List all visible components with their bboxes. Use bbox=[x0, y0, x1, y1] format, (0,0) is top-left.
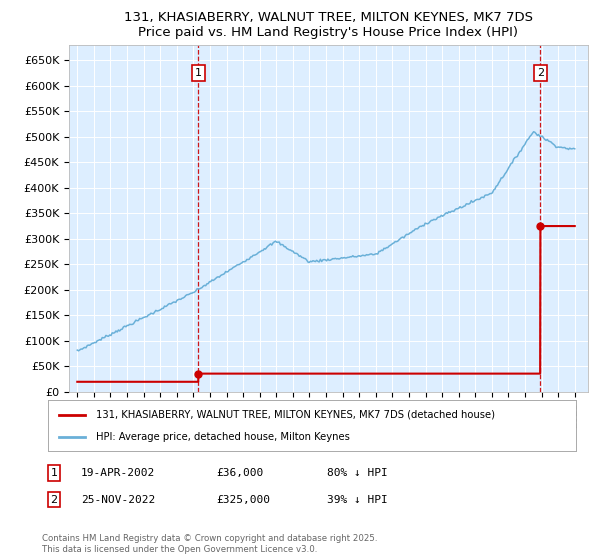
Text: 25-NOV-2022: 25-NOV-2022 bbox=[81, 494, 155, 505]
Text: HPI: Average price, detached house, Milton Keynes: HPI: Average price, detached house, Milt… bbox=[95, 432, 349, 442]
Text: Contains HM Land Registry data © Crown copyright and database right 2025.
This d: Contains HM Land Registry data © Crown c… bbox=[42, 534, 377, 554]
Text: 80% ↓ HPI: 80% ↓ HPI bbox=[327, 468, 388, 478]
Text: 39% ↓ HPI: 39% ↓ HPI bbox=[327, 494, 388, 505]
Text: £36,000: £36,000 bbox=[216, 468, 263, 478]
Text: 131, KHASIABERRY, WALNUT TREE, MILTON KEYNES, MK7 7DS (detached house): 131, KHASIABERRY, WALNUT TREE, MILTON KE… bbox=[95, 409, 494, 419]
Text: 1: 1 bbox=[195, 68, 202, 78]
Text: 19-APR-2002: 19-APR-2002 bbox=[81, 468, 155, 478]
Title: 131, KHASIABERRY, WALNUT TREE, MILTON KEYNES, MK7 7DS
Price paid vs. HM Land Reg: 131, KHASIABERRY, WALNUT TREE, MILTON KE… bbox=[124, 11, 533, 39]
Text: £325,000: £325,000 bbox=[216, 494, 270, 505]
Text: 1: 1 bbox=[50, 468, 58, 478]
Text: 2: 2 bbox=[536, 68, 544, 78]
Text: 2: 2 bbox=[50, 494, 58, 505]
